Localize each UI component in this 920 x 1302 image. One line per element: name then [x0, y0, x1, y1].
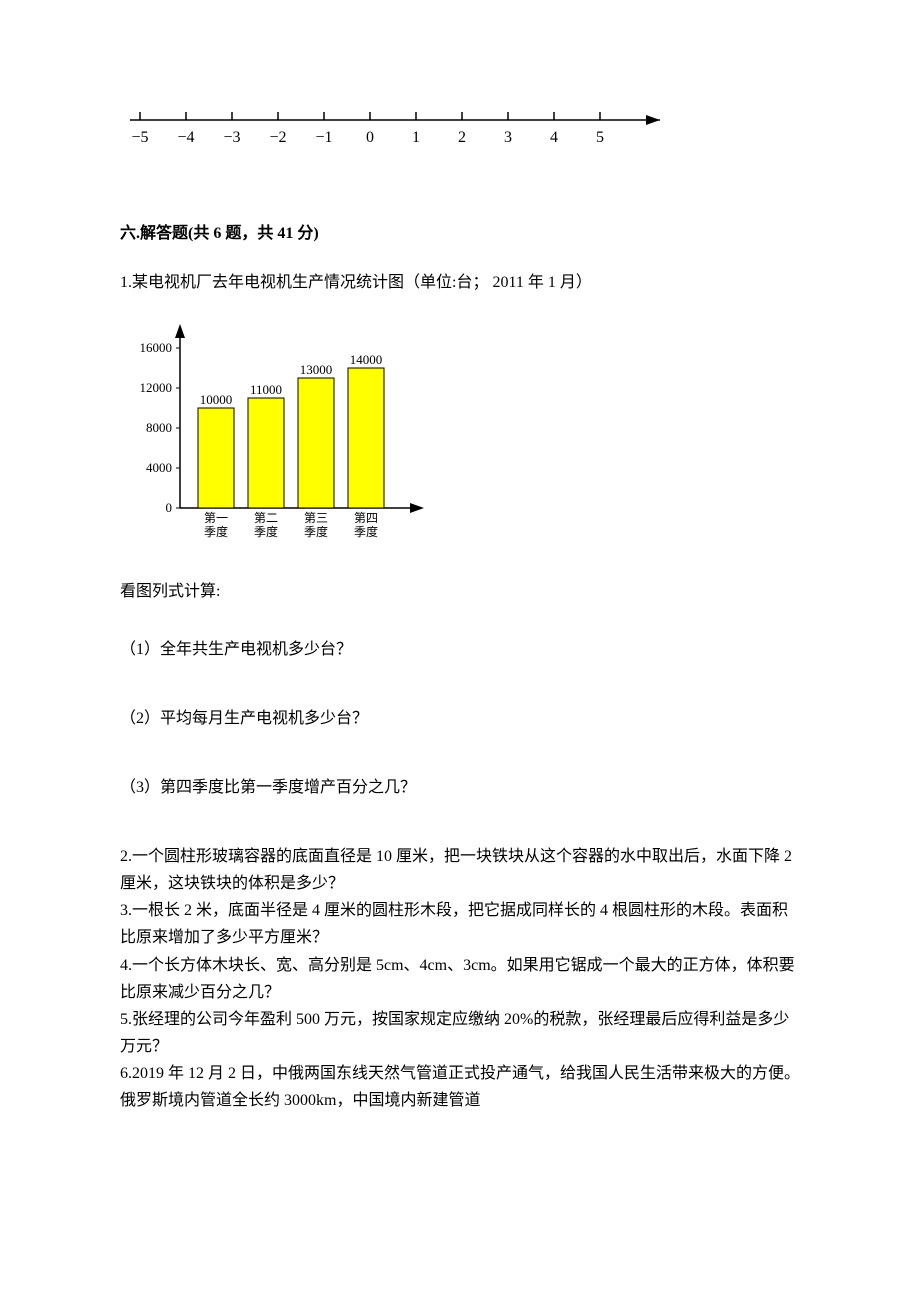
bar-chart-svg: 040008000120001600010000第一季度11000第二季度130… [120, 318, 440, 548]
svg-text:−2: −2 [269, 129, 286, 146]
question-4: 4.一个长方体木块长、宽、高分别是 5cm、4cm、3cm。如果用它锯成一个最大… [120, 952, 800, 1006]
svg-text:−3: −3 [223, 129, 240, 146]
question-6: 6.2019 年 12 月 2 日，中俄两国东线天然气管道正式投产通气，给我国人… [120, 1060, 800, 1114]
svg-text:3: 3 [504, 129, 512, 146]
bar-chart: 040008000120001600010000第一季度11000第二季度130… [120, 318, 800, 548]
svg-text:4: 4 [550, 129, 558, 146]
svg-text:12000: 12000 [140, 380, 173, 395]
svg-text:第三: 第三 [304, 511, 328, 525]
svg-text:季度: 季度 [354, 524, 378, 539]
question-3: 3.一根长 2 米，底面半径是 4 厘米的圆柱形木段，把它据成同样长的 4 根圆… [120, 897, 800, 951]
svg-text:4000: 4000 [146, 460, 172, 475]
svg-text:−5: −5 [131, 129, 148, 146]
q1-instruction: 看图列式计算: [120, 578, 800, 607]
svg-text:0: 0 [366, 129, 374, 146]
number-line: −5 −4 −3 −2 −1 0 1 2 3 4 5 [120, 100, 800, 160]
svg-text:10000: 10000 [200, 392, 233, 407]
svg-text:16000: 16000 [140, 340, 173, 355]
svg-text:第一: 第一 [204, 511, 228, 525]
question-1-text: 1.某电视机厂去年电视机生产情况统计图（单位:台； 2011 年 1 月） [120, 269, 800, 298]
svg-text:11000: 11000 [250, 382, 282, 397]
number-line-svg: −5 −4 −3 −2 −1 0 1 2 3 4 5 [120, 100, 680, 160]
svg-text:5: 5 [596, 129, 604, 146]
q1-sub-2: （2）平均每月生产电视机多少台？ [120, 705, 800, 734]
svg-text:2: 2 [458, 129, 466, 146]
svg-text:季度: 季度 [254, 524, 278, 539]
svg-text:13000: 13000 [300, 362, 333, 377]
question-2: 2.一个圆柱形玻璃容器的底面直径是 10 厘米，把一块铁块从这个容器的水中取出后… [120, 843, 800, 897]
q1-sub-3: （3）第四季度比第一季度增产百分之几？ [120, 774, 800, 803]
svg-text:第四: 第四 [354, 511, 378, 525]
svg-text:−1: −1 [315, 129, 332, 146]
section-heading: 六.解答题(共 6 题，共 41 分) [120, 220, 800, 249]
q1-sub-1: （1）全年共生产电视机多少台？ [120, 636, 800, 665]
svg-text:8000: 8000 [146, 420, 172, 435]
svg-text:14000: 14000 [350, 352, 383, 367]
svg-text:季度: 季度 [204, 524, 228, 539]
question-5: 5.张经理的公司今年盈利 500 万元，按国家规定应缴纳 20%的税款，张经理最… [120, 1006, 800, 1060]
svg-text:季度: 季度 [304, 524, 328, 539]
svg-text:1: 1 [412, 129, 420, 146]
svg-text:第二: 第二 [254, 511, 278, 525]
svg-text:−4: −4 [177, 129, 194, 146]
svg-text:0: 0 [166, 500, 173, 515]
